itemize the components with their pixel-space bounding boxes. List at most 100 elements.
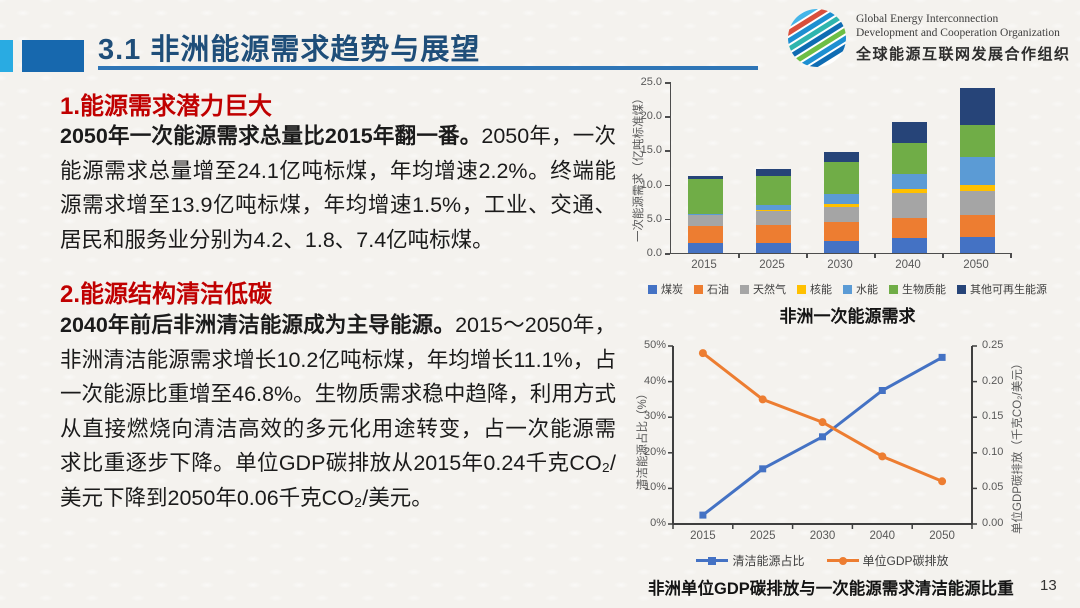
bar-y-tick-label: 15.0 — [640, 144, 662, 157]
marker-square-清洁能源占比 — [699, 511, 707, 519]
bar-segment-生物质能 — [687, 178, 723, 215]
legend-label: 天然气 — [753, 284, 786, 296]
globe-icon — [786, 7, 848, 69]
legend-marker — [708, 556, 717, 565]
bar-segment-水能 — [687, 214, 723, 216]
legend-item-石油: 石油 — [694, 281, 729, 297]
line-x-label: 2050 — [929, 530, 955, 542]
bar-segment-生物质能 — [823, 162, 859, 194]
marker-square-清洁能源占比 — [878, 387, 886, 394]
series-line-单位GDP碳排放 — [701, 351, 943, 483]
bar-segment-天然气 — [687, 215, 723, 226]
line-x-label: 2040 — [869, 530, 896, 542]
accent-square-dark — [22, 40, 84, 72]
legend-item-生物质能: 生物质能 — [889, 281, 946, 297]
bar-y-tick-label: 20.0 — [640, 110, 662, 123]
left-tick-label: 20% — [643, 445, 666, 458]
bar-segment-生物质能 — [891, 142, 927, 175]
bar-segment-核能 — [959, 185, 995, 192]
bar-y-tick-mark — [665, 184, 670, 187]
line-chart-caption: 非洲单位GDP碳排放与一次能源需求清洁能源比重 — [648, 580, 1014, 598]
carbon-clean-energy-line-chart: 清洁能源占比（%） 单位GDP碳排放（千克CO₂/美元） 50% 40% 30% 20… — [620, 338, 1080, 600]
line-chart-legend: 清洁能源占比 单位GDP碳排放 — [673, 552, 972, 569]
logo-english-line2: Development and Cooperation Organization — [856, 27, 1060, 39]
legend-item-清洁能源占比: 清洁能源占比 — [696, 552, 805, 569]
bar-x-label: 2030 — [827, 259, 853, 271]
bar-x-tick-mark — [874, 253, 876, 258]
bar-2015 — [671, 176, 739, 253]
section-2-paragraph: 2040年前后非洲清洁能源成为主导能源。2015～2050年，非洲清洁能源需求增… — [60, 308, 616, 515]
legend-label: 清洁能源占比 — [732, 554, 805, 568]
right-tick-label: 0.15 — [982, 410, 1004, 423]
bar-2030 — [807, 151, 875, 253]
legend-swatch — [843, 284, 852, 294]
bar-x-label: 2025 — [759, 259, 785, 271]
right-tick-label: 0.10 — [982, 445, 1004, 458]
logo-text: Global Energy Interconnection Developmen… — [856, 12, 1071, 64]
section-1-lead: 2050年一次能源需求总量比2015年翻一番。 — [60, 124, 482, 148]
title-underline — [98, 66, 758, 70]
legend-item-煤炭: 煤炭 — [648, 281, 683, 297]
bar-segment-水能 — [823, 193, 859, 205]
left-tick-label: 30% — [643, 410, 666, 423]
marker-square-清洁能源占比 — [819, 433, 826, 441]
bar-segment-其他可再生能源 — [687, 176, 723, 179]
bar-chart-plot-area — [670, 82, 1011, 254]
bar-segment-石油 — [959, 215, 995, 237]
left-tick-label: 10% — [643, 481, 666, 494]
marker-circle-单位GDP碳排放 — [818, 418, 827, 427]
bar-segment-核能 — [755, 209, 791, 212]
section-1-body: 2050年，一次能源需求总量增至24.1亿吨标煤，年均增速2.2%。终端能源需求… — [60, 124, 616, 252]
bar-segment-煤炭 — [959, 236, 995, 253]
marker-square-清洁能源占比 — [938, 353, 946, 361]
bar-segment-煤炭 — [823, 240, 859, 253]
accent-square-light — [0, 40, 13, 72]
bar-chart-title: 非洲一次能源需求 — [779, 307, 916, 326]
bar-x-label: 2015 — [691, 259, 717, 271]
legend-item-单位GDP碳排放: 单位GDP碳排放 — [826, 552, 949, 569]
legend-label: 水能 — [856, 284, 878, 296]
legend-swatch — [797, 284, 806, 294]
bar-segment-水能 — [755, 205, 791, 210]
line-x-label: 2030 — [809, 530, 836, 542]
bar-segment-石油 — [823, 222, 859, 241]
legend-swatch — [957, 284, 966, 294]
bar-2025 — [739, 168, 807, 253]
legend-label: 煤炭 — [661, 284, 683, 296]
right-tick-label: 0.00 — [982, 517, 1004, 529]
bar-segment-天然气 — [823, 207, 859, 223]
bar-y-tick-mark — [665, 150, 670, 152]
legend-label: 石油 — [707, 284, 729, 296]
logo-english-line1: Global Energy Interconnection — [856, 13, 999, 25]
bar-y-tick-mark — [665, 253, 670, 255]
bar-segment-其他可再生能源 — [891, 121, 927, 143]
bar-y-tick-mark — [665, 116, 670, 118]
bar-segment-水能 — [891, 174, 927, 190]
bar-segment-石油 — [891, 218, 927, 238]
legend-label: 核能 — [810, 284, 832, 296]
bar-segment-核能 — [891, 189, 927, 193]
bar-segment-煤炭 — [891, 237, 927, 253]
right-tick-label: 0.25 — [982, 339, 1004, 351]
bar-x-label: 2050 — [963, 259, 989, 271]
marker-circle-单位GDP碳排放 — [878, 452, 887, 461]
legend-label: 单位GDP碳排放 — [862, 554, 949, 568]
bar-segment-其他可再生能源 — [959, 88, 995, 126]
bar-x-tick-mark — [942, 253, 944, 258]
legend-swatch — [648, 284, 657, 294]
bar-2040 — [875, 121, 943, 253]
line-x-label: 2015 — [690, 530, 716, 542]
bar-segment-其他可再生能源 — [755, 168, 791, 176]
bar-y-tick-mark — [665, 82, 670, 84]
section-2-heading: 2.能源结构清洁低碳 — [60, 281, 273, 308]
logo-chinese: 全球能源互联网发展合作组织 — [856, 46, 1071, 63]
bar-y-tick-label: 10.0 — [640, 178, 662, 191]
bar-segment-生物质能 — [959, 125, 995, 158]
bar-x-tick-mark — [1010, 253, 1012, 258]
legend-label: 生物质能 — [902, 284, 946, 296]
legend-label: 其他可再生能源 — [970, 284, 1047, 296]
left-tick-label: 0% — [650, 517, 666, 529]
bar-segment-石油 — [755, 224, 791, 243]
right-tick-label: 0.20 — [982, 374, 1004, 387]
